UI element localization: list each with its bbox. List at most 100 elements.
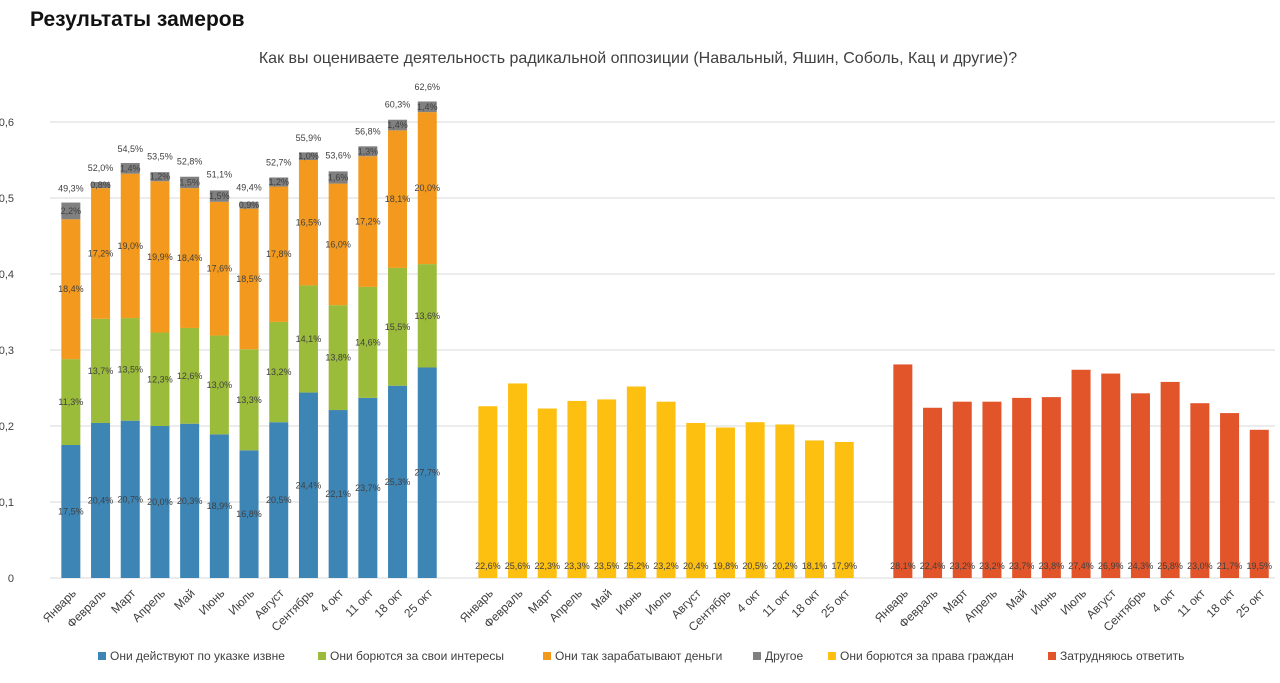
- bar: [923, 407, 943, 578]
- data-label: 15,5%: [385, 322, 411, 332]
- x-tick-label: 18 окт: [789, 586, 823, 620]
- legend-swatch: [543, 652, 551, 660]
- data-label: 23,2%: [653, 561, 679, 571]
- x-tick-label: 11 окт: [1174, 586, 1208, 620]
- legend-label: Они действуют по указке извне: [110, 649, 285, 663]
- bar: [358, 146, 378, 157]
- data-label: 23,8%: [1039, 561, 1065, 571]
- bar: [358, 397, 378, 578]
- data-label: 16,8%: [236, 509, 262, 519]
- data-label: 12,6%: [177, 371, 203, 381]
- data-label: 1,5%: [209, 191, 230, 201]
- bar: [1190, 403, 1210, 578]
- data-label: 20,5%: [742, 561, 768, 571]
- x-tick-label: Июнь: [613, 586, 644, 617]
- bar: [91, 422, 111, 578]
- x-tick-label: 11 окт: [759, 586, 793, 620]
- x-tick-label: 4 окт: [317, 586, 347, 616]
- data-label: 24,3%: [1128, 561, 1154, 571]
- bar: [328, 305, 348, 411]
- data-label: 2,2%: [61, 206, 82, 216]
- data-label: 27,4%: [1068, 561, 1094, 571]
- bar: [180, 327, 200, 424]
- bar: [239, 208, 259, 350]
- bar: [120, 420, 140, 578]
- data-label: 13,6%: [414, 311, 440, 321]
- bar: [417, 112, 437, 265]
- bar: [269, 177, 289, 187]
- x-tick-label: Май: [588, 586, 615, 613]
- total-label: 51,1%: [207, 170, 233, 180]
- bar: [239, 201, 259, 209]
- data-label: 20,0%: [147, 497, 173, 507]
- data-label: 17,5%: [58, 507, 84, 517]
- bar: [91, 188, 111, 319]
- bar: [120, 173, 140, 319]
- legend-label: Затрудняюсь ответить: [1060, 649, 1184, 663]
- bar: [328, 171, 348, 184]
- legend-label: Другое: [765, 649, 803, 663]
- bar: [388, 130, 408, 268]
- data-label: 1,4%: [387, 120, 408, 130]
- bar: [537, 408, 557, 578]
- x-tick-label: Июнь: [196, 586, 227, 617]
- data-label: 24,4%: [296, 480, 322, 490]
- y-tick-label: 0,3: [0, 345, 14, 357]
- legend-swatch: [753, 652, 761, 660]
- y-tick-label: 0,5: [0, 193, 14, 205]
- data-label: 20,4%: [683, 561, 709, 571]
- bar: [417, 264, 437, 368]
- x-tick-label: 4 окт: [734, 586, 764, 616]
- data-label: 18,1%: [802, 561, 828, 571]
- data-label: 14,6%: [355, 337, 381, 347]
- data-label: 23,2%: [949, 561, 975, 571]
- y-tick-label: 0,6: [0, 117, 14, 129]
- bar: [269, 186, 289, 322]
- total-label: 62,6%: [414, 82, 440, 92]
- data-label: 20,7%: [117, 494, 143, 504]
- bar: [180, 188, 200, 328]
- bar: [508, 383, 528, 578]
- total-label: 53,5%: [147, 151, 173, 161]
- bar: [239, 450, 259, 578]
- data-label: 17,2%: [355, 217, 381, 227]
- legend-swatch: [1048, 652, 1056, 660]
- data-label: 25,6%: [505, 561, 531, 571]
- data-label: 23,2%: [979, 561, 1005, 571]
- bar: [656, 401, 676, 578]
- data-label: 21,7%: [1217, 561, 1243, 571]
- x-tick-label: 18 окт: [1204, 586, 1238, 620]
- bar: [61, 202, 81, 220]
- legend-swatch: [98, 652, 106, 660]
- data-label: 25,3%: [385, 477, 411, 487]
- bar: [417, 101, 437, 113]
- bar: [269, 321, 289, 423]
- bar: [358, 156, 378, 287]
- y-tick-label: 0: [8, 573, 14, 585]
- total-label: 49,4%: [236, 183, 262, 193]
- total-label: 49,3%: [58, 183, 84, 193]
- bar: [91, 318, 111, 423]
- bar: [358, 286, 378, 398]
- bar: [298, 285, 318, 393]
- bar: [239, 349, 259, 451]
- data-label: 11,3%: [58, 397, 83, 407]
- data-label: 20,0%: [414, 183, 440, 193]
- y-tick-label: 0,4: [0, 269, 14, 281]
- data-label: 18,5%: [236, 274, 262, 284]
- bar: [745, 422, 765, 578]
- bar: [1041, 397, 1061, 578]
- data-label: 1,4%: [417, 102, 438, 112]
- total-label: 52,8%: [177, 157, 203, 167]
- data-label: 23,3%: [564, 561, 590, 571]
- bar: [61, 445, 81, 578]
- bar: [61, 359, 81, 445]
- bar: [120, 163, 140, 174]
- y-tick-label: 0,2: [0, 421, 14, 433]
- data-label: 16,0%: [325, 239, 351, 249]
- bar: [150, 426, 170, 578]
- bar: [388, 267, 408, 386]
- data-label: 26,9%: [1098, 561, 1124, 571]
- data-label: 20,2%: [772, 561, 798, 571]
